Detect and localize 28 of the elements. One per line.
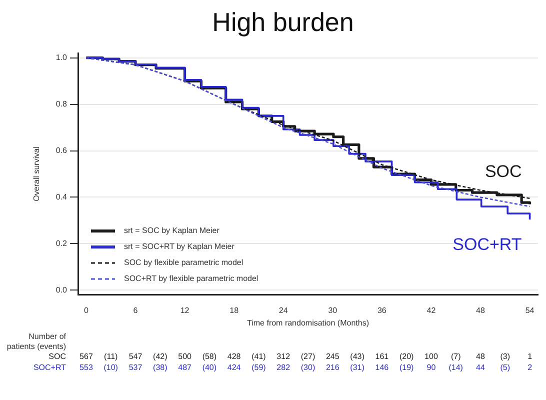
x-tick-label: 30 [328, 306, 338, 315]
chart-title: High burden [212, 6, 354, 37]
y-tick-label: 0.0 [56, 285, 68, 294]
annotation: SOC+RT [452, 235, 522, 254]
y-tick-label: 1.0 [56, 53, 68, 62]
annotation: SOC [484, 162, 522, 181]
x-tick-label: 12 [180, 306, 190, 315]
x-tick-label: 36 [377, 306, 387, 315]
text: SOC+RT 553 (10) 537 (38) 487 (40) 424 (59) 282 (30) 216 (31) 146 (19) 90 (14) 44 (5) 2 [33, 363, 532, 372]
legend-label: SOC+RT by flexible parametric model [124, 272, 258, 285]
legend-label: srt = SOC by Kaplan Meier [124, 224, 220, 237]
x-tick-label: 42 [426, 306, 436, 315]
y-tick-label: 0.6 [56, 146, 68, 155]
legend-label: srt = SOC+RT by Kaplan Meier [124, 240, 234, 253]
x-tick-label: 6 [133, 306, 138, 315]
y-axis-title: Overall survival [32, 146, 42, 202]
x-axis-title: Time from randomisation (Months) [247, 318, 370, 328]
text: SOC 567 (11) 547 (42) 500 (58) 428 (41) 312 (27) 245 (43) 161 (20) 100 (7) 48 (3) 1 [48, 352, 532, 362]
y-tick-label: 0.2 [56, 238, 68, 248]
y-tick-label: 0.4 [56, 192, 68, 202]
x-tick-label: 0 [84, 306, 89, 315]
x-tick-label: 54 [525, 306, 535, 315]
x-tick-label: 24 [278, 306, 288, 315]
legend-label: SOC by flexible parametric model [124, 256, 244, 269]
x-tick-label: 48 [476, 306, 486, 315]
y-tick-label: 0.8 [56, 100, 68, 109]
text: Number of patients (events) [6, 332, 67, 352]
x-tick-label: 18 [230, 306, 240, 315]
